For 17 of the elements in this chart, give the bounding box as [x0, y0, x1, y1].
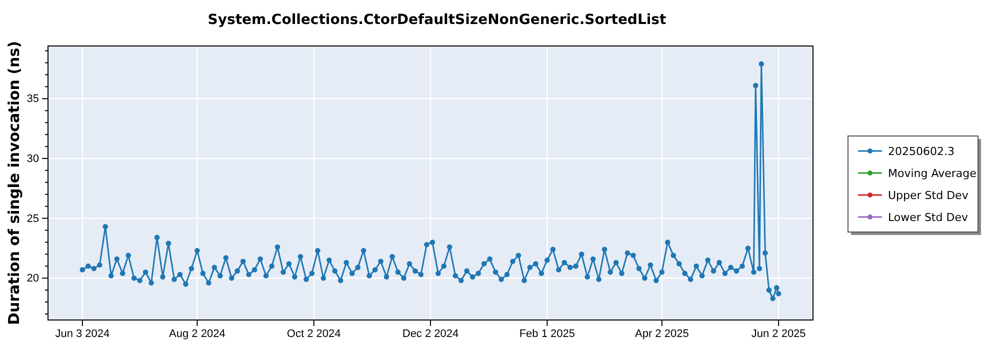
- x-tick-label: Apr 2 2025: [635, 328, 689, 340]
- y-axis-title: Duration of single invocation (ns): [5, 41, 23, 325]
- legend-label: Upper Std Dev: [888, 189, 969, 202]
- x-tick-label: Dec 2 2024: [402, 328, 459, 340]
- x-tick-label: Feb 1 2025: [519, 328, 575, 340]
- x-tick-label: Jun 3 2024: [55, 328, 110, 340]
- legend-label: Lower Std Dev: [888, 211, 968, 224]
- y-tick-label: 25: [26, 212, 39, 225]
- legend-label: Moving Average: [888, 167, 977, 180]
- x-tick-label: Jun 2 2025: [751, 328, 806, 340]
- y-tick-label: 30: [26, 152, 39, 165]
- x-tick-label: Aug 2 2024: [169, 328, 226, 340]
- chart-title: System.Collections.CtorDefaultSizeNonGeneric.SortedList: [208, 12, 667, 28]
- legend-label: 20250602.3: [888, 145, 954, 158]
- y-tick-label: 35: [26, 93, 39, 106]
- y-tick-label: 20: [26, 272, 39, 285]
- x-tick-label: Oct 2 2024: [286, 328, 341, 340]
